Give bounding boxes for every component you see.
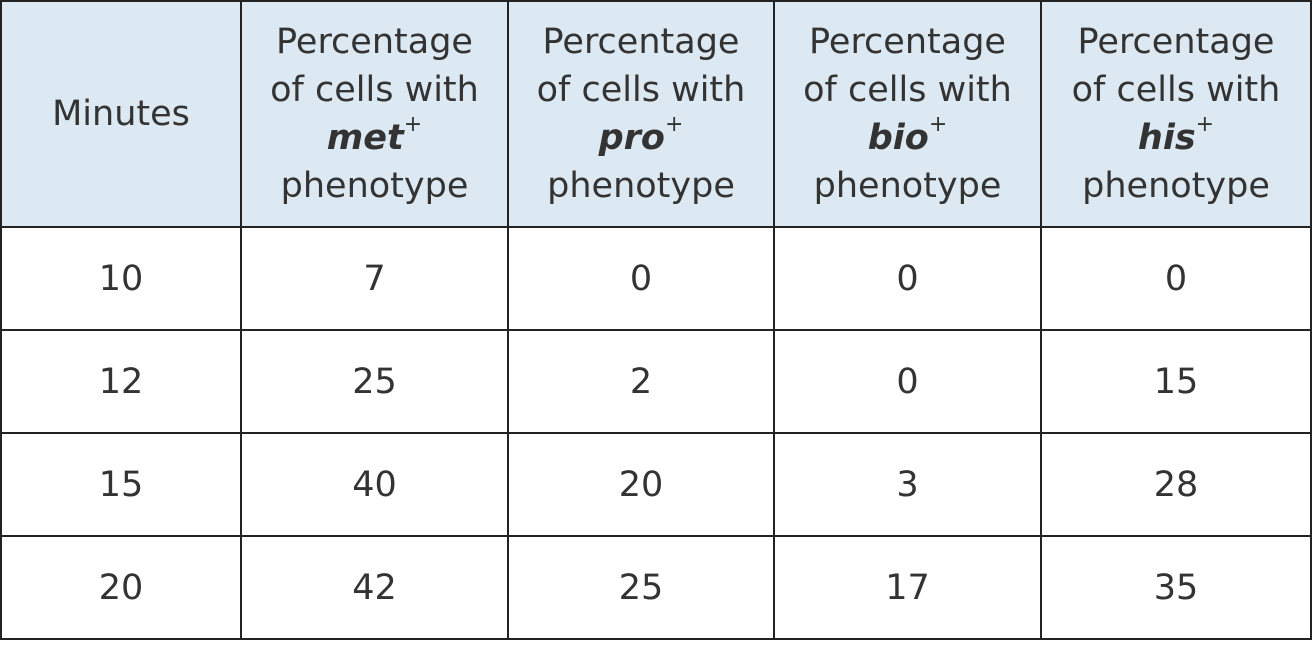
table-cell: 0 — [1040, 226, 1312, 331]
header-line: of cells with — [803, 70, 1012, 110]
table-head: Minutes Percentage of cells with met+ phenot… — [0, 0, 1312, 228]
header-label: Minutes — [52, 94, 190, 134]
gene-line: his+ — [1042, 114, 1310, 162]
header-cell: Percentage of cells with met+ phenotype — [240, 0, 509, 228]
table-cell: 25 — [507, 535, 775, 640]
table-body: 10 7 0 0 0 12 25 2 0 15 15 40 20 3 28 20 42 25 17 35 — [0, 226, 1312, 640]
gene-line: met+ — [242, 114, 507, 162]
gene-name: pro — [598, 118, 665, 158]
table-row: 20 42 25 17 35 — [0, 535, 1312, 640]
table-cell: 2 — [507, 329, 775, 434]
header-line: of cells with — [270, 70, 479, 110]
gene-line: pro+ — [509, 114, 773, 162]
header-line: of cells with — [536, 70, 746, 110]
header-cell: Percentage of cells with his+ phenotype — [1040, 0, 1312, 228]
table-cell: 20 — [0, 535, 242, 640]
header-line: Percentage — [542, 22, 740, 62]
table-cell: 12 — [0, 329, 242, 434]
header-line: of cells with — [1071, 70, 1281, 110]
gene-superscript: + — [1195, 112, 1215, 137]
table-cell: 28 — [1040, 432, 1312, 537]
table-cell: 15 — [1040, 329, 1312, 434]
header-line: Percentage — [1077, 22, 1275, 62]
table-row: 15 40 20 3 28 — [0, 432, 1312, 537]
table-cell: 17 — [773, 535, 1042, 640]
gene-superscript: + — [403, 112, 423, 137]
gene-superscript: + — [928, 112, 948, 137]
table-cell: 10 — [0, 226, 242, 331]
gene-name: met — [326, 118, 404, 158]
table-cell: 3 — [773, 432, 1042, 537]
table-cell: 7 — [240, 226, 509, 331]
gene-line: bio+ — [775, 114, 1040, 162]
table-cell: 15 — [0, 432, 242, 537]
header-line: Percentage — [276, 22, 473, 62]
table-cell: 0 — [507, 226, 775, 331]
table-row: 10 7 0 0 0 — [0, 226, 1312, 331]
header-line: phenotype — [547, 166, 735, 206]
table-cell: 40 — [240, 432, 509, 537]
table-cell: 25 — [240, 329, 509, 434]
header-cell: Percentage of cells with bio+ phenotype — [773, 0, 1042, 228]
header-line: phenotype — [1082, 166, 1270, 206]
header-row: Minutes Percentage of cells with met+ phenot… — [0, 0, 1312, 228]
table-cell: 0 — [773, 329, 1042, 434]
header-cell: Minutes — [0, 0, 242, 228]
header-line: phenotype — [280, 166, 469, 206]
header-line: phenotype — [813, 166, 1002, 206]
gene-name: his — [1137, 118, 1196, 158]
header-line: Percentage — [809, 22, 1006, 62]
table-cell: 0 — [773, 226, 1042, 331]
table-cell: 42 — [240, 535, 509, 640]
table-cell: 20 — [507, 432, 775, 537]
table-cell: 35 — [1040, 535, 1312, 640]
table-row: 12 25 2 0 15 — [0, 329, 1312, 434]
header-cell: Percentage of cells with pro+ phenotype — [507, 0, 775, 228]
gene-superscript: + — [664, 112, 684, 137]
gene-name: bio — [867, 118, 929, 158]
